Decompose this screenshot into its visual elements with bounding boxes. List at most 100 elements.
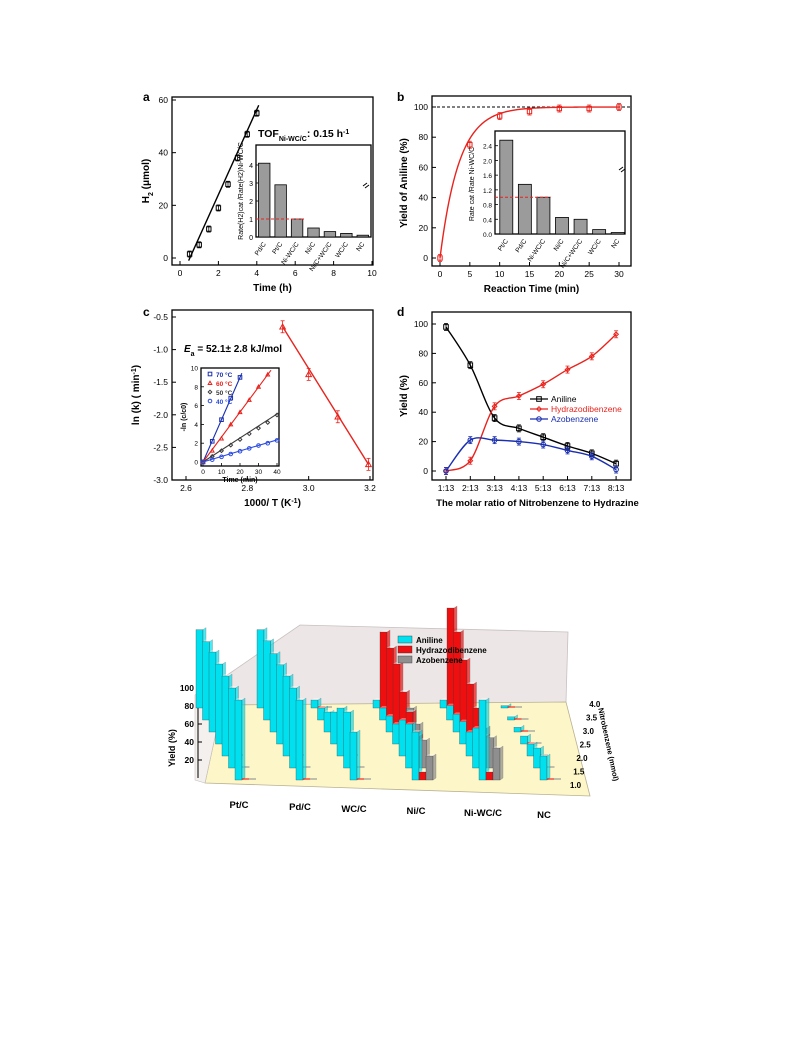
inset-x-tick-label: Ni/C: [304, 241, 317, 256]
inset-legend-label: 40 °C: [216, 398, 233, 406]
inset-data-point: [274, 412, 280, 418]
x-tick-label: 7:13: [584, 483, 601, 493]
bar: [379, 707, 387, 721]
bar: [256, 629, 265, 709]
inset-x-tick-label: 20: [236, 469, 244, 476]
bar-top: [215, 662, 226, 664]
legend-label: Aniline: [551, 394, 577, 404]
x-tick-label: 2:13: [462, 483, 479, 493]
inset-x-tick-label: 30: [255, 469, 263, 476]
y-tick-label: 20: [159, 200, 169, 210]
bar-stub: [527, 742, 535, 744]
inset-data-point: [228, 451, 234, 457]
inset-y-tick-label: 2.4: [483, 144, 492, 151]
series-line: [445, 333, 617, 472]
y-tick-label: -2.0: [153, 410, 168, 420]
x-tick-label: 15: [525, 269, 535, 279]
inset-bar: [323, 231, 337, 238]
inset-data-point: [209, 457, 215, 462]
bar-top: [324, 710, 334, 712]
x-tick-label: 0: [438, 269, 443, 279]
legend-label: Aniline: [416, 636, 443, 645]
data-point: [467, 362, 474, 368]
inset-data-point: [255, 383, 262, 389]
bar: [405, 723, 413, 769]
data-point: [586, 105, 592, 112]
bar-top: [406, 710, 416, 712]
data-point: [613, 466, 619, 473]
data-point: [613, 331, 620, 338]
y-axis-title: H2 (μmol): [141, 159, 155, 203]
bar-stub: [242, 766, 250, 768]
inset-y-tick-label: 2: [249, 199, 253, 206]
inset-y-tick-label: 0.0: [483, 232, 492, 239]
bar: [439, 699, 448, 709]
bar-top: [426, 754, 436, 756]
bar-top: [460, 658, 470, 660]
z-tick-label: 20: [185, 755, 195, 765]
data-point: [206, 226, 212, 232]
bar-stub: [547, 766, 555, 768]
x-tick-label: 0: [178, 268, 183, 278]
data-point: [516, 425, 522, 432]
y-tick-label: 2.0: [576, 754, 588, 763]
inset-legend-label: 50 °C: [216, 389, 233, 397]
bar-stub: [318, 706, 325, 708]
y-tick-label: 100: [414, 102, 428, 112]
x-axis-title: Reaction Time (min): [484, 284, 579, 295]
bar-top: [405, 722, 416, 724]
inset-x-tick-label: Pd/C: [254, 241, 268, 257]
inset-data-point: [237, 375, 243, 380]
inset-data-point: [246, 446, 252, 451]
data-point: [225, 181, 231, 187]
data-point: [491, 403, 498, 410]
bar: [330, 711, 338, 745]
inset-bar: [610, 232, 625, 235]
data-point: [364, 460, 373, 468]
bar: [234, 699, 243, 781]
data-point: [491, 415, 498, 421]
inset-y-tick-label: 2.0: [483, 158, 492, 165]
inset-y-tick-label: 10: [191, 366, 199, 373]
data-point: [589, 453, 595, 460]
inset-data-point: [200, 459, 206, 465]
bar-top: [317, 706, 328, 708]
y-tick-label: -1.5: [153, 377, 168, 387]
y-tick-label: 80: [419, 132, 429, 142]
bar-top: [235, 698, 245, 700]
data-point: [244, 131, 250, 137]
x-tick-label: 3.2: [364, 483, 376, 493]
x-tick-label: 2.8: [241, 483, 253, 493]
bar-top: [406, 706, 417, 708]
bar-top: [270, 651, 280, 654]
x-axis-title: Time (h): [253, 283, 292, 294]
inset-x-tick-label: Pt/C: [497, 238, 510, 253]
panel-letter: b: [397, 90, 404, 104]
bar: [485, 771, 494, 781]
bar: [343, 711, 351, 769]
bar-stub: [325, 706, 332, 708]
inset-legend-marker: [207, 380, 213, 385]
inset-bar: [258, 162, 271, 238]
bar-stub: [521, 718, 529, 720]
bar: [215, 663, 223, 745]
bar-top: [296, 698, 306, 700]
bar-top: [283, 674, 293, 676]
bar: [372, 699, 381, 709]
bar: [425, 755, 434, 781]
bar-top: [514, 725, 524, 728]
panel-letter: c: [143, 305, 150, 319]
inset-x-tick-label: WC/C: [334, 241, 350, 259]
bar: [386, 647, 394, 721]
inset-legend-label: 70 °C: [216, 371, 233, 379]
inset-data-point: [237, 409, 243, 415]
data-point: [196, 242, 202, 248]
inset-data-point: [246, 397, 252, 402]
inset-y-tick-label: 1.2: [483, 188, 492, 195]
x-tick-label: 2: [216, 268, 221, 278]
inset-bar: [290, 218, 304, 238]
bar-side: [241, 697, 246, 781]
data-point: [564, 447, 571, 454]
bar-stub: [528, 730, 535, 732]
